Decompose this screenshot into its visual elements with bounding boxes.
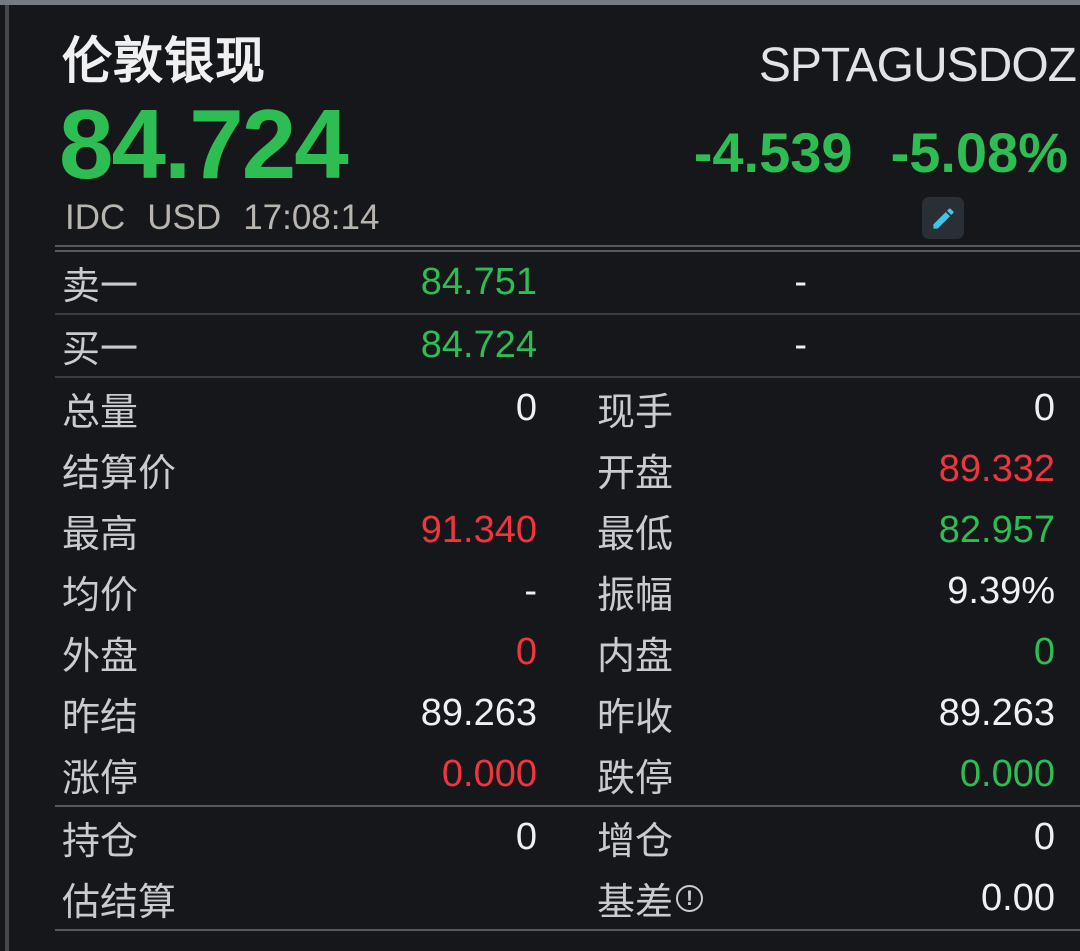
stat-label: 涨停 [62,758,139,800]
stat-value: 0.00 [981,877,1055,919]
row-divider [55,313,1080,315]
stat-row-open-interest: 持仓 0 增仓 0 [9,807,1080,868]
ask-volume: - [794,261,807,303]
stat-value: 82.957 [938,509,1055,551]
header-price-row: 84.724 -4.539 -5.08% [9,93,1080,193]
stat-value: 0.000 [959,753,1055,795]
price-change: -4.539 [693,121,853,184]
stat-value: 0 [515,816,537,858]
stat-value: - [524,570,537,612]
stat-value: 0 [515,631,537,673]
instrument-name: 伦敦银现 [62,33,266,89]
bid-volume: - [794,324,807,366]
stat-value: 0 [515,387,537,429]
stat-label: 外盘 [62,636,139,678]
stat-value: 0.000 [441,753,537,795]
header-divider-line-1 [55,245,1080,247]
quote-source-line: IDC USD 17:08:14 [65,198,379,238]
ask-label: 卖一 [62,266,139,308]
stat-value: 9.39% [947,570,1055,612]
quote-time: 17:08:14 [243,198,380,237]
stat-row-outer-inner: 外盘 0 内盘 0 [9,622,1080,683]
stat-row-limit-up-down: 涨停 0.000 跌停 0.000 [9,744,1080,805]
stat-value: 0 [1033,816,1055,858]
bid-price: 84.724 [420,324,537,366]
stat-label: 增仓 [597,821,674,863]
basis-label: 基差 [597,882,674,924]
stat-label: 昨收 [597,697,674,739]
stat-label: 最低 [597,514,674,556]
last-price: 84.724 [59,89,349,199]
stat-label: 最高 [62,514,139,556]
quote-panel: 伦敦银现 SPTAGUSDOZ 84.724 -4.539 -5.08% IDC… [9,5,1080,951]
header-info-row: IDC USD 17:08:14 [9,193,1080,245]
stat-value: 91.340 [420,509,537,551]
instrument-symbol: SPTAGUSDOZ [758,39,1077,92]
stat-row-high-low: 最高 91.340 最低 82.957 [9,500,1080,561]
header-divider-line-2 [55,250,1080,252]
stat-label: 均价 [62,575,139,617]
stat-value: 89.263 [420,692,537,734]
price-change-percent: -5.08% [890,121,1068,184]
stat-value: 0 [1033,387,1055,429]
stat-label: 基差 ! [597,871,802,926]
stat-label: 开盘 [597,453,674,495]
bid-row[interactable]: 买一 84.724 - [9,315,1080,376]
stat-value: 0 [1033,631,1055,673]
stat-label: 持仓 [62,821,139,863]
stat-label: 现手 [597,392,674,434]
window-top-border [0,0,1080,5]
header-title-row: 伦敦银现 SPTAGUSDOZ [9,5,1080,93]
ask-price: 84.751 [420,261,537,303]
stat-row-est-settle-basis: 估结算 基差 ! 0.00 [9,868,1080,929]
stat-row-settlement-open: 结算价 开盘 89.332 [9,439,1080,500]
row-divider [55,376,1080,378]
stat-label: 昨结 [62,697,139,739]
stat-label: 跌停 [597,758,674,800]
quote-currency: USD [147,198,222,237]
bottom-divider [55,929,1080,931]
section-divider [55,805,1080,807]
stat-value: 89.332 [938,448,1055,490]
basis-info-icon[interactable]: ! [676,885,704,912]
price-change-group: -4.539 -5.08% [694,120,1068,193]
bid-label: 买一 [62,329,139,371]
stat-row-avg-amplitude: 均价 - 振幅 9.39% [9,561,1080,622]
stat-label: 结算价 [62,453,177,495]
stat-label: 振幅 [597,575,674,617]
stat-row-prev-settle-close: 昨结 89.263 昨收 89.263 [9,683,1080,744]
stat-label: 总量 [62,392,139,434]
quote-source: IDC [65,198,126,237]
stat-value: 89.263 [938,692,1055,734]
stat-row-volume: 总量 0 现手 0 [9,378,1080,439]
panel-left-border [5,5,9,951]
stat-label: 估结算 [62,882,177,924]
ask-row[interactable]: 卖一 84.751 - [9,252,1080,313]
edit-button[interactable] [922,197,964,239]
pencil-icon [932,207,954,229]
stat-label: 内盘 [597,636,674,678]
